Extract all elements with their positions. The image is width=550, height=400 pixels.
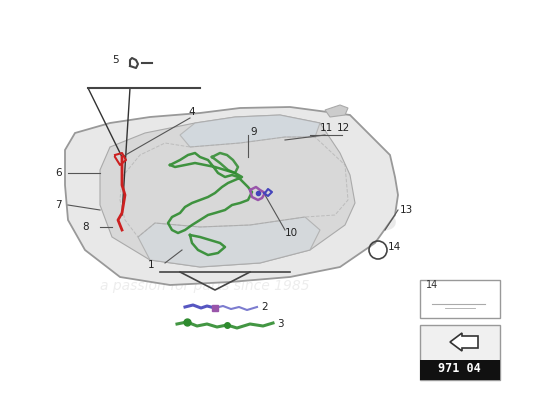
Text: 1: 1 — [148, 260, 155, 270]
Text: 9: 9 — [250, 127, 257, 137]
Polygon shape — [65, 107, 398, 285]
Text: 7: 7 — [55, 200, 62, 210]
Text: 971 04: 971 04 — [438, 362, 481, 375]
Bar — [420, 325, 500, 380]
Text: euroParts: euroParts — [155, 196, 399, 239]
Text: 2: 2 — [261, 302, 268, 312]
Text: 10: 10 — [285, 228, 298, 238]
Text: 11: 11 — [320, 123, 333, 133]
Text: 14: 14 — [388, 242, 402, 252]
Polygon shape — [180, 115, 320, 147]
Bar — [420, 280, 500, 318]
Polygon shape — [138, 217, 320, 267]
Text: 8: 8 — [82, 222, 89, 232]
Text: 3: 3 — [277, 319, 284, 329]
Text: a passion for parts since 1985: a passion for parts since 1985 — [100, 279, 310, 293]
Text: 12: 12 — [337, 123, 350, 133]
Text: 5: 5 — [112, 55, 119, 65]
FancyArrow shape — [450, 333, 478, 351]
Text: 14: 14 — [426, 280, 438, 290]
Polygon shape — [325, 105, 348, 117]
Bar — [420, 360, 500, 380]
Text: 6: 6 — [55, 168, 62, 178]
Polygon shape — [100, 115, 355, 267]
Text: 4: 4 — [188, 107, 195, 117]
Text: 13: 13 — [400, 205, 413, 215]
